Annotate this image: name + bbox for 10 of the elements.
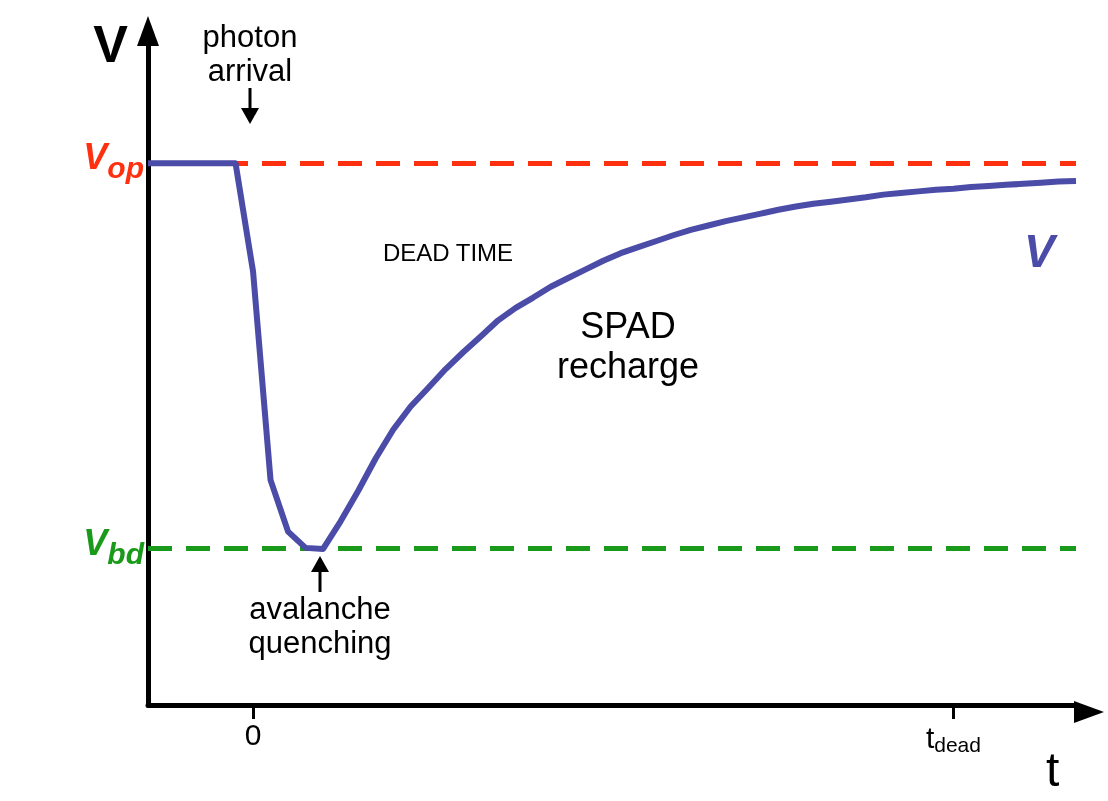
ref-line-label: V$_{op}$ bbox=[83, 136, 144, 185]
annotation: avalanche quenching bbox=[247, 591, 393, 661]
ref-line-label: V$_{bd}$ bbox=[83, 522, 144, 571]
annotation: DEAD TIME bbox=[381, 239, 515, 267]
x-tick-label: 0 bbox=[244, 717, 262, 751]
x-axis-title: t bbox=[1046, 742, 1060, 796]
y-axis-title: V bbox=[93, 15, 129, 73]
annotation: SPAD recharge bbox=[555, 305, 701, 386]
text: photon arrival bbox=[201, 19, 299, 89]
series-label: V bbox=[1024, 225, 1058, 278]
